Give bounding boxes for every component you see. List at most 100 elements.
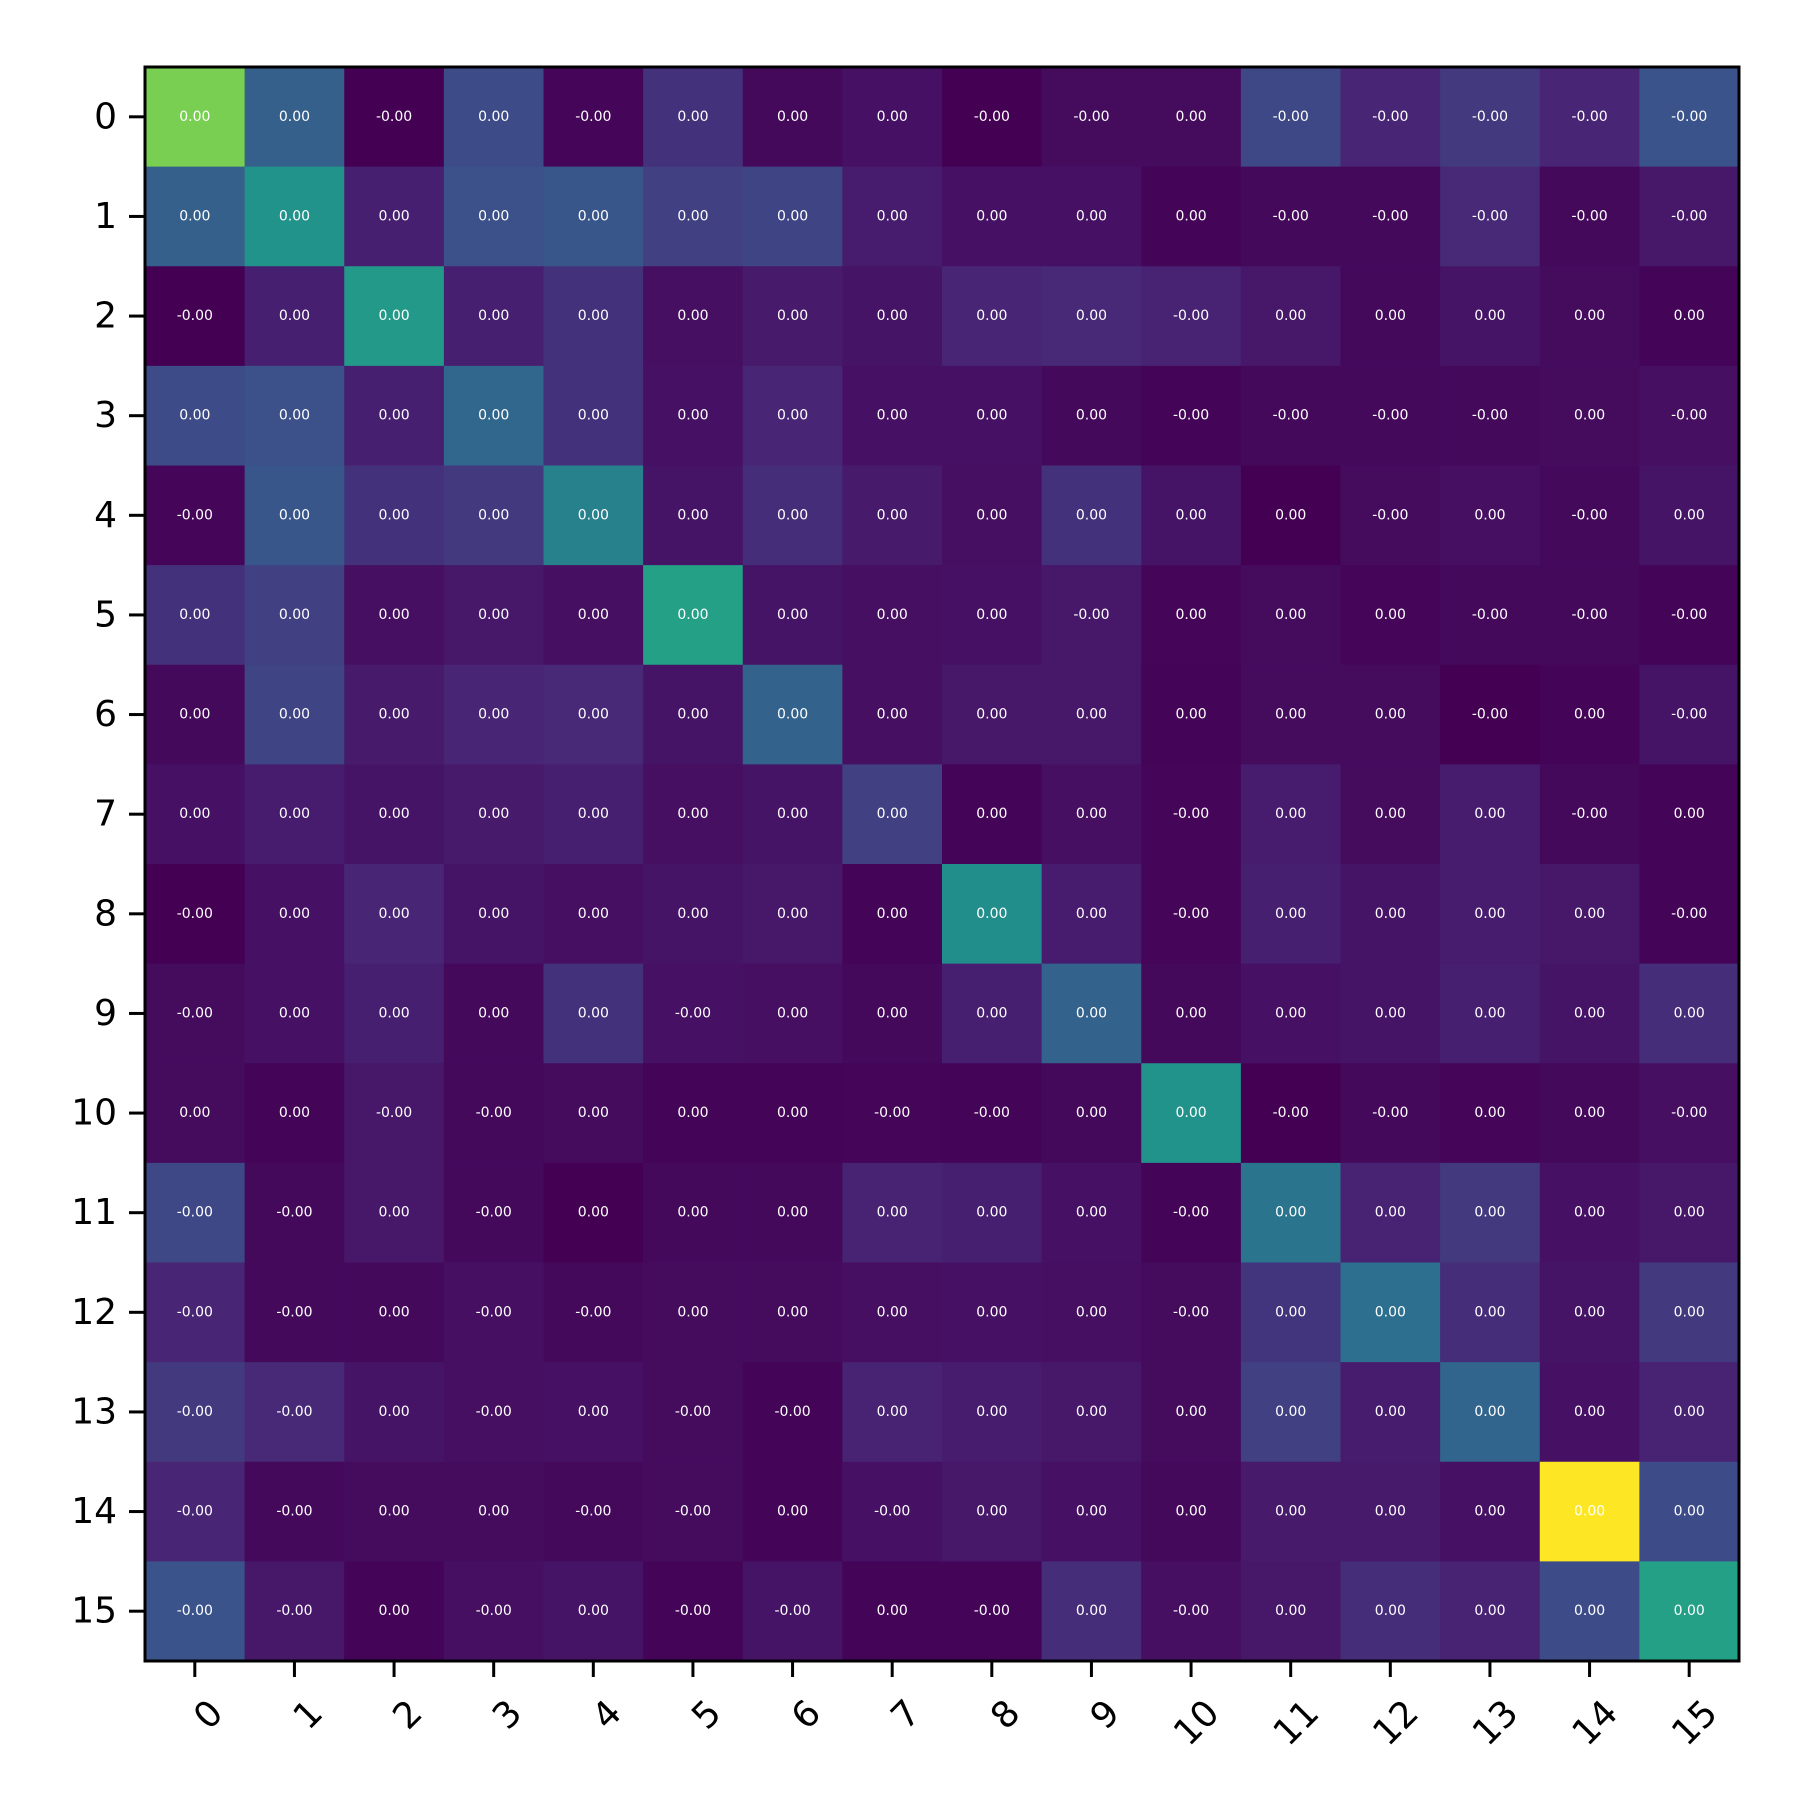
- heatmap-cell-r2-c7: [842, 266, 943, 367]
- heatmap-cell-r0-c1: [244, 67, 345, 168]
- cell-label-r8-c2: 0.00: [378, 906, 409, 922]
- cell-label-r14-c14: 0.00: [1574, 1504, 1605, 1520]
- x-tick-label-10: 10: [1166, 1692, 1227, 1753]
- heatmap-cell-r3-c6: [742, 365, 843, 466]
- cell-label-r3-c8: 0.00: [976, 408, 1007, 424]
- heatmap-cell-r4-c7: [842, 465, 943, 566]
- heatmap-cell-r9-c6: [742, 963, 843, 1064]
- heatmap-cell-r14-c11: [1240, 1461, 1341, 1562]
- heatmap-cell-r0-c7: [842, 67, 943, 168]
- cell-label-r10-c3: -0.00: [476, 1105, 512, 1121]
- cell-label-r15-c14: 0.00: [1574, 1603, 1605, 1619]
- heatmap-cell-r12-c0: [145, 1262, 246, 1363]
- heatmap-cell-r0-c14: [1539, 67, 1640, 168]
- cell-label-r13-c5: -0.00: [675, 1404, 711, 1420]
- heatmap-cell-r12-c11: [1240, 1262, 1341, 1363]
- heatmap-cell-r11-c2: [344, 1162, 445, 1263]
- cell-label-r9-c11: 0.00: [1275, 1005, 1306, 1021]
- cell-label-r9-c14: 0.00: [1574, 1005, 1605, 1021]
- cell-label-r12-c15: 0.00: [1674, 1304, 1705, 1320]
- heatmap-cell-r15-c4: [543, 1561, 644, 1662]
- heatmap-cell-r14-c9: [1041, 1461, 1142, 1562]
- heatmap-cell-r15-c1: [244, 1561, 345, 1662]
- heatmap-cell-r10-c6: [742, 1063, 843, 1164]
- heatmap-cell-r5-c3: [443, 565, 544, 666]
- heatmap-cell-r15-c12: [1340, 1561, 1441, 1662]
- cell-label-r11-c9: 0.00: [1076, 1205, 1107, 1221]
- cell-label-r15-c4: 0.00: [578, 1603, 609, 1619]
- cell-label-r2-c12: 0.00: [1375, 308, 1406, 324]
- cell-label-r9-c4: 0.00: [578, 1005, 609, 1021]
- cell-label-r11-c2: 0.00: [378, 1205, 409, 1221]
- cell-label-r5-c12: 0.00: [1375, 607, 1406, 623]
- heatmap-cell-r7-c15: [1639, 764, 1740, 865]
- x-tick-label-8: 8: [983, 1692, 1028, 1737]
- cell-label-r5-c5: 0.00: [677, 607, 708, 623]
- heatmap-cell-r8-c1: [244, 864, 345, 965]
- heatmap-cell-r9-c8: [942, 963, 1043, 1064]
- heatmap-cell-r2-c9: [1041, 266, 1142, 367]
- heatmap-cell-r9-c4: [543, 963, 644, 1064]
- heatmap-cell-r3-c4: [543, 365, 644, 466]
- x-tick-label-2: 2: [385, 1692, 430, 1737]
- cell-label-r0-c5: 0.00: [677, 109, 708, 125]
- heatmap-cell-r4-c12: [1340, 465, 1441, 566]
- heatmap-cell-r0-c12: [1340, 67, 1441, 168]
- cell-label-r7-c12: 0.00: [1375, 806, 1406, 822]
- cell-label-r5-c0: 0.00: [179, 607, 210, 623]
- heatmap-cell-r1-c1: [244, 166, 345, 267]
- heatmap-cell-r0-c8: [942, 67, 1043, 168]
- cell-label-r9-c10: 0.00: [1175, 1005, 1206, 1021]
- heatmap-cell-r1-c13: [1440, 166, 1541, 267]
- heatmap-cell-r10-c4: [543, 1063, 644, 1164]
- cell-label-r4-c1: 0.00: [279, 507, 310, 523]
- heatmap-cell-r6-c9: [1041, 664, 1142, 765]
- heatmap-cell-r11-c1: [244, 1162, 345, 1263]
- heatmap-cell-r11-c3: [443, 1162, 544, 1263]
- cell-label-r2-c8: 0.00: [976, 308, 1007, 324]
- heatmap-cell-r0-c0: [145, 67, 246, 168]
- cell-label-r1-c3: 0.00: [478, 208, 509, 224]
- cell-label-r15-c6: -0.00: [774, 1603, 810, 1619]
- heatmap-cell-r11-c8: [942, 1162, 1043, 1263]
- cell-label-r6-c11: 0.00: [1275, 707, 1306, 723]
- heatmap-cell-r10-c12: [1340, 1063, 1441, 1164]
- cell-label-r9-c9: 0.00: [1076, 1005, 1107, 1021]
- cell-label-r10-c5: 0.00: [677, 1105, 708, 1121]
- cell-label-r1-c11: -0.00: [1273, 208, 1309, 224]
- cell-label-r6-c3: 0.00: [478, 707, 509, 723]
- cell-label-r1-c15: -0.00: [1671, 208, 1707, 224]
- heatmap-cell-r9-c11: [1240, 963, 1341, 1064]
- heatmap-cell-r14-c3: [443, 1461, 544, 1562]
- heatmap-cell-r6-c7: [842, 664, 943, 765]
- heatmap-cell-r10-c2: [344, 1063, 445, 1164]
- heatmap-cell-r4-c1: [244, 465, 345, 566]
- cell-label-r3-c15: -0.00: [1671, 408, 1707, 424]
- cell-label-r4-c11: 0.00: [1275, 507, 1306, 523]
- cell-label-r12-c12: 0.00: [1375, 1304, 1406, 1320]
- heatmap-cell-r2-c2: [344, 266, 445, 367]
- heatmap-cell-r4-c13: [1440, 465, 1541, 566]
- cell-label-r7-c0: 0.00: [179, 806, 210, 822]
- cell-label-r3-c12: -0.00: [1372, 408, 1408, 424]
- heatmap-cell-r3-c10: [1141, 365, 1242, 466]
- cell-label-r4-c8: 0.00: [976, 507, 1007, 523]
- cell-label-r13-c4: 0.00: [578, 1404, 609, 1420]
- cell-label-r2-c0: -0.00: [177, 308, 213, 324]
- cell-label-r14-c3: 0.00: [478, 1504, 509, 1520]
- cell-label-r0-c3: 0.00: [478, 109, 509, 125]
- heatmap-cell-r6-c15: [1639, 664, 1740, 765]
- heatmap-cell-r11-c14: [1539, 1162, 1640, 1263]
- cell-label-r13-c9: 0.00: [1076, 1404, 1107, 1420]
- cell-label-r3-c6: 0.00: [777, 408, 808, 424]
- cell-label-r9-c2: 0.00: [378, 1005, 409, 1021]
- x-tick-label-1: 1: [286, 1692, 331, 1737]
- x-tick-label-0: 0: [186, 1692, 231, 1737]
- heatmap-cell-r13-c1: [244, 1362, 345, 1463]
- cell-label-r1-c12: -0.00: [1372, 208, 1408, 224]
- cell-label-r7-c8: 0.00: [976, 806, 1007, 822]
- cell-label-r12-c11: 0.00: [1275, 1304, 1306, 1320]
- cell-label-r0-c2: -0.00: [376, 109, 412, 125]
- cell-label-r13-c14: 0.00: [1574, 1404, 1605, 1420]
